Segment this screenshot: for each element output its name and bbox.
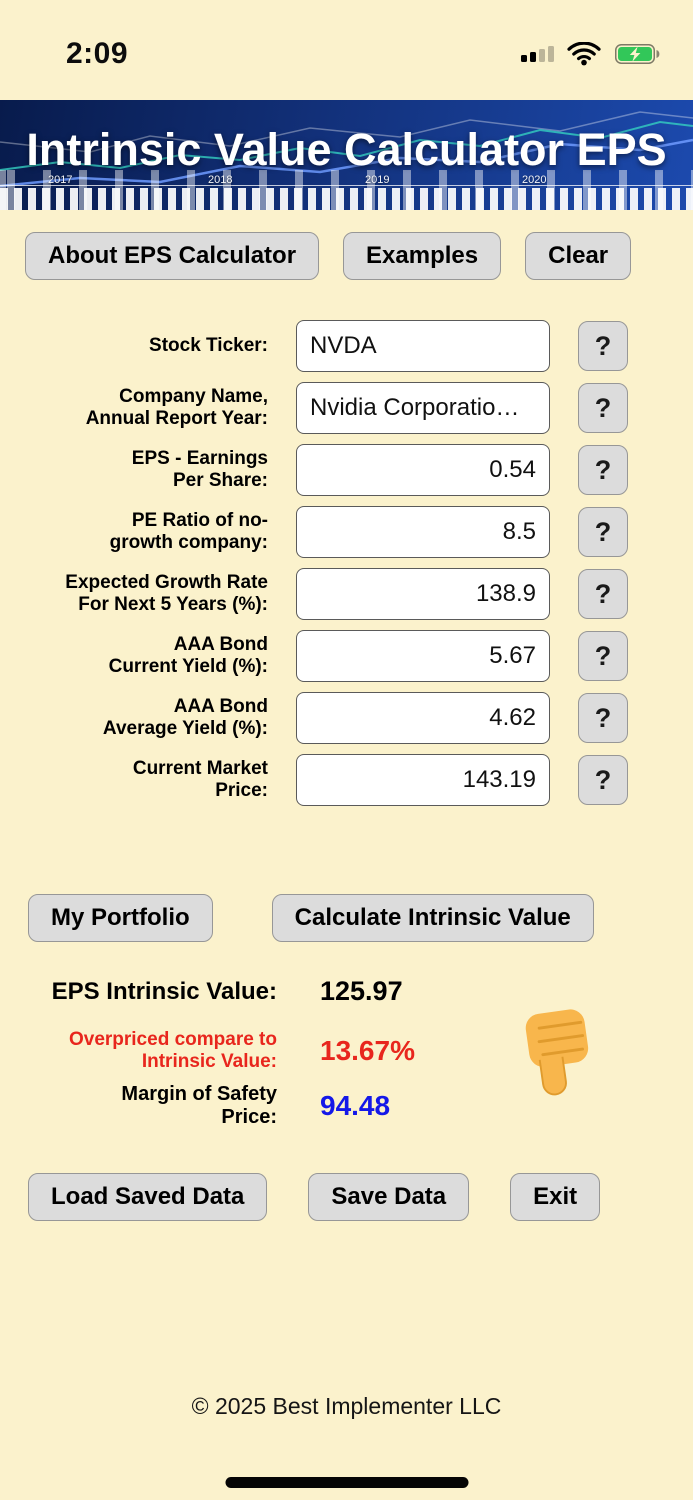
cellular-signal-icon <box>521 46 554 62</box>
help-button-aaa-current-yield[interactable]: ? <box>578 631 628 681</box>
banner-bar-chart <box>0 170 693 210</box>
about-eps-calculator-button[interactable]: About EPS Calculator <box>25 232 320 280</box>
stock-ticker-input[interactable] <box>296 320 550 372</box>
margin-of-safety-label: Margin of Safety Price: <box>121 1083 277 1128</box>
toolbar: About EPS Calculator Examples Clear <box>25 232 668 280</box>
overpriced-label: Overpriced compare to Intrinsic Value: <box>68 1029 277 1072</box>
banner-year-label: 2018 <box>208 174 233 186</box>
help-button-growth-rate[interactable]: ? <box>578 569 628 619</box>
help-button-stock-ticker[interactable]: ? <box>578 321 628 371</box>
form-row-stock-ticker: Stock Ticker: ? <box>0 320 693 372</box>
overpriced-percent-value: 13.67% <box>320 1035 415 1066</box>
aaa-average-yield-label: AAA Bond Average Yield (%): <box>102 695 268 739</box>
margin-of-safety-value: 94.48 <box>320 1090 391 1121</box>
clear-button[interactable]: Clear <box>525 232 632 280</box>
form-row-aaa-current-yield: AAA Bond Current Yield (%): ? <box>0 630 693 682</box>
banner-year-label: 2017 <box>48 174 73 186</box>
status-icons <box>521 42 663 66</box>
home-indicator[interactable] <box>225 1477 468 1488</box>
market-price-input[interactable] <box>296 754 550 806</box>
banner-year-label: 2020 <box>522 174 547 186</box>
help-button-eps[interactable]: ? <box>578 445 628 495</box>
form-row-pe-ratio: PE Ratio of no- growth company: ? <box>0 506 693 558</box>
help-button-aaa-average-yield[interactable]: ? <box>578 693 628 743</box>
result-row-margin-of-safety: Margin of Safety Price: 94.48 <box>0 1083 693 1129</box>
banner-year-label: 2019 <box>365 174 390 186</box>
results-section: EPS Intrinsic Value: 125.97 Overpriced c… <box>0 976 693 1129</box>
eps-intrinsic-value: 125.97 <box>320 976 403 1006</box>
bottom-actions: Load Saved Data Save Data Exit <box>28 1173 693 1221</box>
form-row-company-name: Company Name, Annual Report Year: ? <box>0 382 693 434</box>
battery-charging-icon <box>615 44 660 64</box>
help-button-market-price[interactable]: ? <box>578 755 628 805</box>
eps-label: EPS - Earnings Per Share: <box>131 447 268 491</box>
copyright-text: © 2025 Best Implementer LLC <box>191 1393 502 1419</box>
growth-rate-label: Expected Growth Rate For Next 5 Years (%… <box>65 571 268 615</box>
save-data-button[interactable]: Save Data <box>308 1173 470 1221</box>
aaa-average-yield-input[interactable] <box>296 692 550 744</box>
pe-ratio-input[interactable] <box>296 506 550 558</box>
header-banner: 2017 2018 2019 2020 Intrinsic Value Calc… <box>0 100 693 210</box>
company-name-label: Company Name, Annual Report Year: <box>85 385 268 429</box>
market-price-label: Current Market Price: <box>132 757 268 801</box>
help-button-pe-ratio[interactable]: ? <box>578 507 628 557</box>
my-portfolio-button[interactable]: My Portfolio <box>28 894 213 942</box>
load-saved-data-button[interactable]: Load Saved Data <box>28 1173 268 1221</box>
exit-button[interactable]: Exit <box>510 1173 601 1221</box>
wifi-icon <box>567 42 601 66</box>
help-button-company-name[interactable]: ? <box>578 383 628 433</box>
aaa-current-yield-input[interactable] <box>296 630 550 682</box>
pe-ratio-label: PE Ratio of no- growth company: <box>109 509 268 553</box>
form-row-growth-rate: Expected Growth Rate For Next 5 Years (%… <box>0 568 693 620</box>
result-row-overpriced: Overpriced compare to Intrinsic Value: 1… <box>0 1029 693 1073</box>
status-bar: 2:09 <box>0 0 693 100</box>
status-time: 2:09 <box>66 37 129 70</box>
examples-button[interactable]: Examples <box>343 232 502 280</box>
eps-intrinsic-value-label: EPS Intrinsic Value: <box>51 977 277 1005</box>
form-row-market-price: Current Market Price: ? <box>0 754 693 806</box>
thumbs-down-icon <box>504 1003 603 1115</box>
eps-input[interactable] <box>296 444 550 496</box>
main-actions: My Portfolio Calculate Intrinsic Value <box>28 894 693 942</box>
app-title: Intrinsic Value Calculator EPS <box>26 123 667 175</box>
input-form: Stock Ticker: ? Company Name, Annual Rep… <box>0 320 693 806</box>
aaa-current-yield-label: AAA Bond Current Yield (%): <box>108 633 268 677</box>
company-name-input[interactable] <box>296 382 550 434</box>
form-row-aaa-average-yield: AAA Bond Average Yield (%): ? <box>0 692 693 744</box>
result-row-intrinsic: EPS Intrinsic Value: 125.97 <box>0 976 693 1007</box>
calculate-intrinsic-value-button[interactable]: Calculate Intrinsic Value <box>271 894 594 942</box>
form-row-eps: EPS - Earnings Per Share: ? <box>0 444 693 496</box>
stock-ticker-label: Stock Ticker: <box>149 334 268 356</box>
growth-rate-input[interactable] <box>296 568 550 620</box>
